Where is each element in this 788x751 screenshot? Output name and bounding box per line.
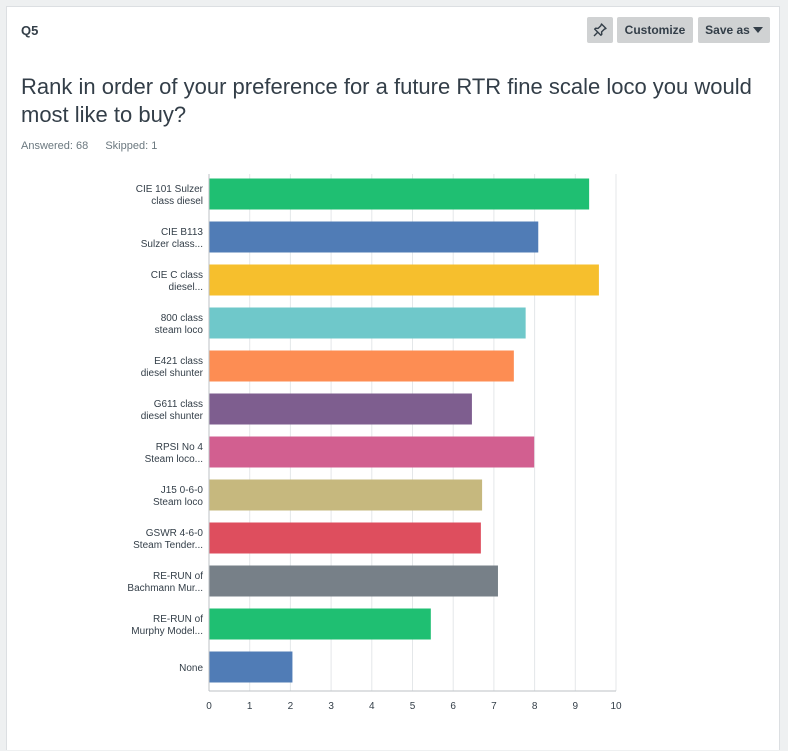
category-label-5: G611 class diesel shunter: [141, 399, 204, 422]
category-label-line: diesel shunter: [141, 411, 204, 422]
question-title: Rank in order of your preference for a f…: [21, 74, 752, 127]
x-tick-label-6: 6: [450, 701, 456, 712]
category-label-line: E421 class: [154, 356, 203, 367]
bar-11: [209, 651, 293, 683]
x-tick-label-4: 4: [369, 701, 375, 712]
bar-5: [209, 393, 472, 425]
question-card: Q5 Customize Save as Rank in order of yo…: [6, 6, 780, 750]
bar-chart: CIE 101 Sulzer class diesel CIE B113 Sulzer…: [127, 174, 622, 712]
save-as-button[interactable]: Save as: [698, 17, 770, 43]
category-label-line: class diesel: [151, 196, 203, 207]
category-label-line: Bachmann Mur...: [127, 583, 203, 594]
category-label-line: RPSI No 4: [156, 442, 204, 453]
bar-7: [209, 479, 483, 511]
x-tick-label-7: 7: [491, 701, 497, 712]
category-label-line: 800 class: [161, 313, 203, 324]
category-label-line: RE-RUN of: [153, 614, 203, 625]
category-label-line: Murphy Model...: [131, 626, 203, 637]
x-tick-label-8: 8: [532, 701, 538, 712]
x-tick-label-10: 10: [610, 701, 622, 712]
skipped-count: Skipped: 1: [105, 140, 158, 152]
bar-0: [209, 178, 590, 210]
response-stats: Answered: 68 Skipped: 1: [21, 140, 171, 152]
x-tick-label-1: 1: [247, 701, 253, 712]
customize-button[interactable]: Customize: [617, 17, 693, 43]
category-label-10: RE-RUN of Murphy Model...: [131, 614, 203, 637]
category-label-11: None: [179, 663, 203, 674]
category-label-1: CIE B113 Sulzer class...: [141, 227, 204, 250]
bar-1: [209, 221, 539, 253]
category-label-line: diesel shunter: [141, 368, 204, 379]
x-tick-label-2: 2: [288, 701, 294, 712]
category-label-line: CIE C class: [151, 270, 203, 281]
category-label-7: J15 0-6-0 Steam loco: [153, 485, 203, 508]
x-tick-label-3: 3: [328, 701, 334, 712]
category-label-line: G611 class: [154, 399, 203, 410]
question-number: Q5: [21, 23, 39, 38]
bar-8: [209, 522, 481, 554]
category-label-line: diesel...: [169, 282, 203, 293]
caret-down-icon: [752, 27, 763, 33]
category-label-0: CIE 101 Sulzer class diesel: [136, 184, 204, 207]
category-label-line: None: [179, 663, 203, 674]
bar-2: [209, 264, 599, 296]
category-label-line: Steam loco: [153, 497, 203, 508]
category-label-2: CIE C class diesel...: [151, 270, 203, 293]
category-label-line: GSWR 4-6-0: [146, 528, 204, 539]
category-label-line: J15 0-6-0: [161, 485, 204, 496]
category-label-4: E421 class diesel shunter: [141, 356, 204, 379]
category-label-9: RE-RUN of Bachmann Mur...: [127, 571, 203, 594]
bar-9: [209, 565, 498, 597]
category-label-line: CIE B113: [161, 227, 203, 238]
pin-button[interactable]: [587, 17, 613, 43]
save-as-label: Save as: [705, 23, 750, 37]
category-label-8: GSWR 4-6-0 Steam Tender...: [133, 528, 203, 551]
pin-icon: [593, 23, 607, 37]
bar-10: [209, 608, 431, 640]
x-tick-label-0: 0: [206, 701, 212, 712]
bar-3: [209, 307, 526, 339]
category-label-line: Sulzer class...: [141, 239, 203, 250]
answered-count: Answered: 68: [21, 140, 89, 152]
category-label-3: 800 class steam loco: [155, 313, 204, 336]
category-label-6: RPSI No 4 Steam loco...: [145, 442, 204, 465]
category-label-line: Steam Tender...: [133, 540, 203, 551]
x-tick-label-5: 5: [410, 701, 416, 712]
category-label-line: steam loco: [155, 325, 204, 336]
x-tick-label-9: 9: [573, 701, 579, 712]
bar-6: [209, 436, 535, 468]
category-label-line: Steam loco...: [145, 454, 203, 465]
category-label-line: RE-RUN of: [153, 571, 203, 582]
category-label-line: CIE 101 Sulzer: [136, 184, 204, 195]
bar-4: [209, 350, 514, 382]
